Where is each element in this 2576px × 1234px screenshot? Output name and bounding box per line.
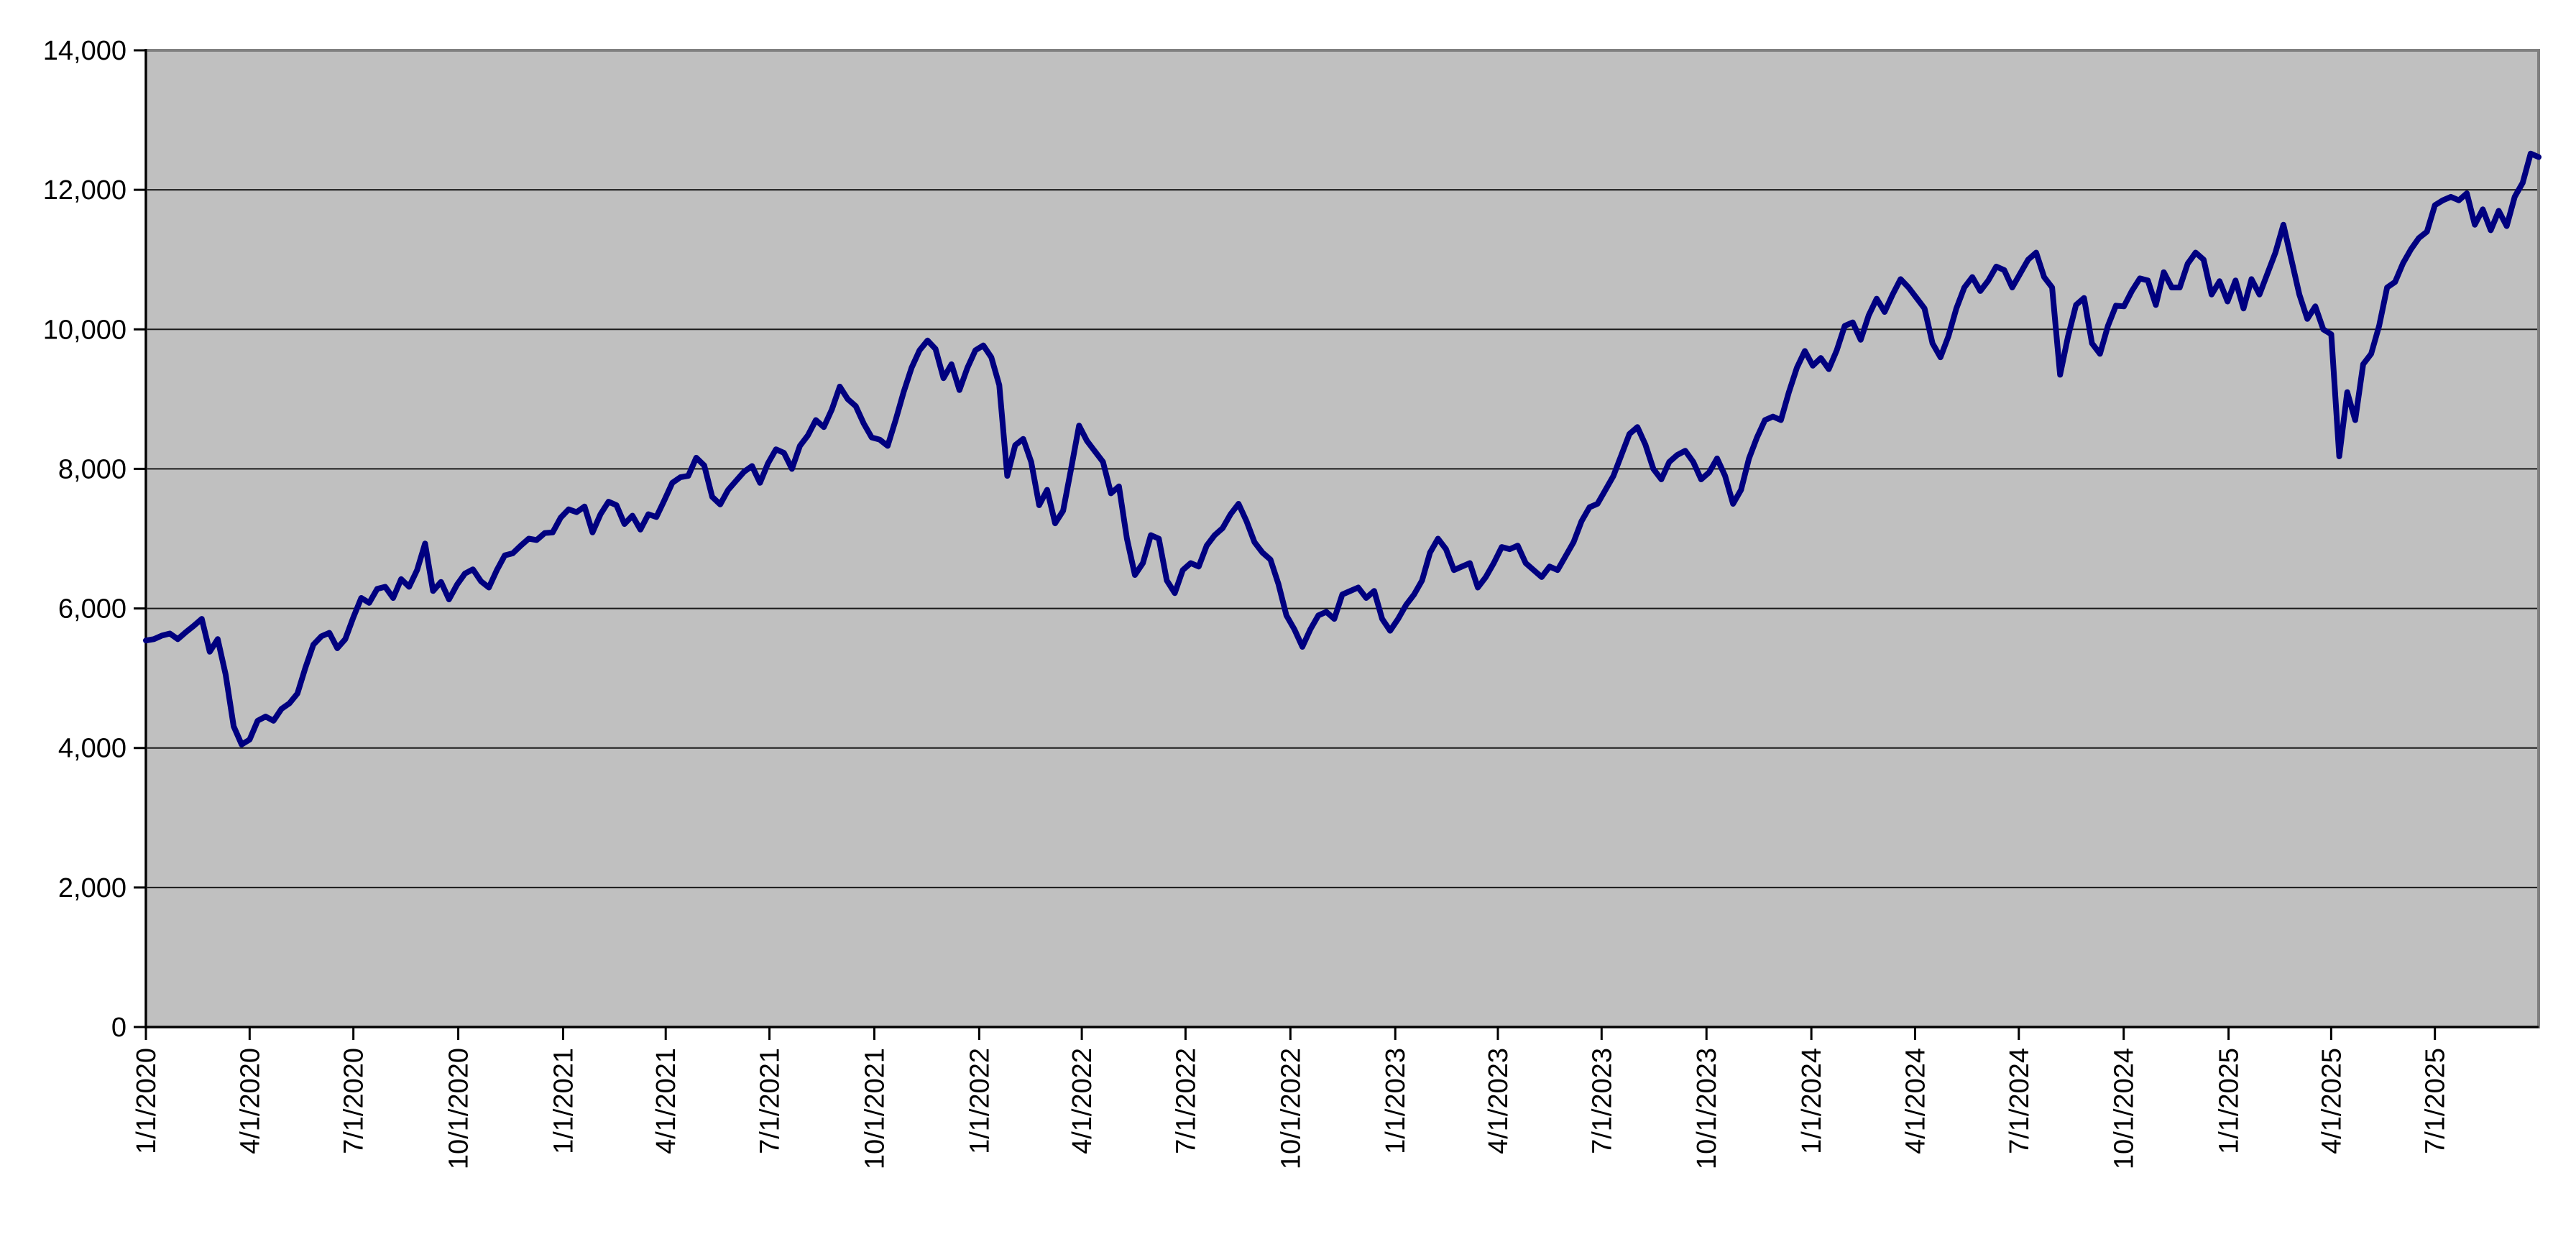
x-axis-label: 4/1/2023 — [1484, 1048, 1514, 1154]
x-axis-label: 1/1/2022 — [965, 1048, 995, 1154]
y-axis-label: 10,000 — [43, 315, 126, 345]
x-axis-label: 10/1/2023 — [1692, 1048, 1722, 1169]
y-axis-label: 12,000 — [43, 175, 126, 206]
y-axis-label: 6,000 — [58, 594, 126, 625]
x-axis-label: 1/1/2025 — [2214, 1048, 2245, 1154]
y-axis-label: 14,000 — [43, 36, 126, 66]
y-axis-label: 2,000 — [58, 873, 126, 903]
x-axis-label: 1/1/2020 — [132, 1048, 162, 1154]
x-axis-label: 4/1/2025 — [2317, 1048, 2347, 1154]
x-axis-label: 1/1/2024 — [1797, 1048, 1827, 1154]
x-axis-label: 7/1/2024 — [2005, 1048, 2035, 1154]
x-axis-label: 7/1/2021 — [755, 1048, 786, 1154]
x-axis-label: 4/1/2020 — [235, 1048, 265, 1154]
x-axis-label: 7/1/2025 — [2421, 1048, 2451, 1154]
y-axis-label: 4,000 — [58, 734, 126, 764]
x-axis-label: 10/1/2024 — [2110, 1048, 2140, 1169]
x-axis-label: 4/1/2021 — [651, 1048, 681, 1154]
series-line — [143, 150, 2542, 747]
y-axis-label: 0 — [111, 1013, 126, 1043]
x-axis-label: 10/1/2022 — [1276, 1048, 1306, 1169]
x-axis-label: 7/1/2020 — [339, 1048, 369, 1154]
plot-area — [146, 50, 2539, 1027]
x-axis-label: 10/1/2020 — [444, 1048, 474, 1169]
x-axis-label: 7/1/2023 — [1587, 1048, 1617, 1154]
x-axis-label: 4/1/2024 — [1900, 1048, 1931, 1154]
x-axis-label: 4/1/2022 — [1067, 1048, 1098, 1154]
x-axis-label: 10/1/2021 — [860, 1048, 890, 1169]
x-axis-label: 1/1/2021 — [548, 1048, 579, 1154]
x-axis-label: 7/1/2022 — [1171, 1048, 1201, 1154]
y-axis-label: 8,000 — [58, 454, 126, 484]
x-axis-label: 1/1/2023 — [1381, 1048, 1411, 1154]
